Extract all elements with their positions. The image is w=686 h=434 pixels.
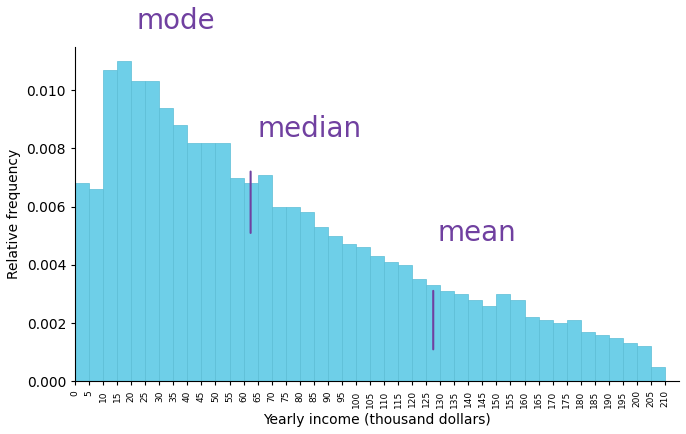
Bar <box>454 294 469 381</box>
Bar <box>159 108 174 381</box>
Bar <box>328 236 342 381</box>
Text: mean: mean <box>438 219 516 247</box>
Bar <box>272 207 286 381</box>
Bar <box>244 183 258 381</box>
Bar <box>174 125 187 381</box>
Bar <box>202 143 215 381</box>
Bar <box>623 343 637 381</box>
Bar <box>314 227 328 381</box>
Bar <box>497 294 510 381</box>
Bar <box>595 335 608 381</box>
Bar <box>370 256 384 381</box>
Text: mode: mode <box>137 7 215 35</box>
Bar <box>356 247 370 381</box>
Bar <box>440 291 454 381</box>
Bar <box>75 183 89 381</box>
X-axis label: Yearly income (thousand dollars): Yearly income (thousand dollars) <box>263 413 491 427</box>
Bar <box>608 338 623 381</box>
Bar <box>651 367 665 381</box>
Bar <box>469 300 482 381</box>
Bar <box>482 306 497 381</box>
Bar <box>581 332 595 381</box>
Bar <box>525 317 539 381</box>
Bar <box>426 285 440 381</box>
Bar <box>187 143 202 381</box>
Bar <box>131 82 145 381</box>
Bar <box>342 244 356 381</box>
Bar <box>398 265 412 381</box>
Bar <box>258 174 272 381</box>
Bar <box>510 300 525 381</box>
Bar <box>145 82 159 381</box>
Bar <box>300 212 314 381</box>
Bar <box>553 323 567 381</box>
Text: median: median <box>258 115 362 143</box>
Bar <box>103 70 117 381</box>
Bar <box>384 262 398 381</box>
Bar <box>412 279 426 381</box>
Bar <box>567 320 581 381</box>
Y-axis label: Relative frequency: Relative frequency <box>7 149 21 279</box>
Bar <box>539 320 553 381</box>
Bar <box>637 346 651 381</box>
Bar <box>286 207 300 381</box>
Bar <box>230 178 244 381</box>
Bar <box>89 189 103 381</box>
Bar <box>117 61 131 381</box>
Bar <box>215 143 230 381</box>
